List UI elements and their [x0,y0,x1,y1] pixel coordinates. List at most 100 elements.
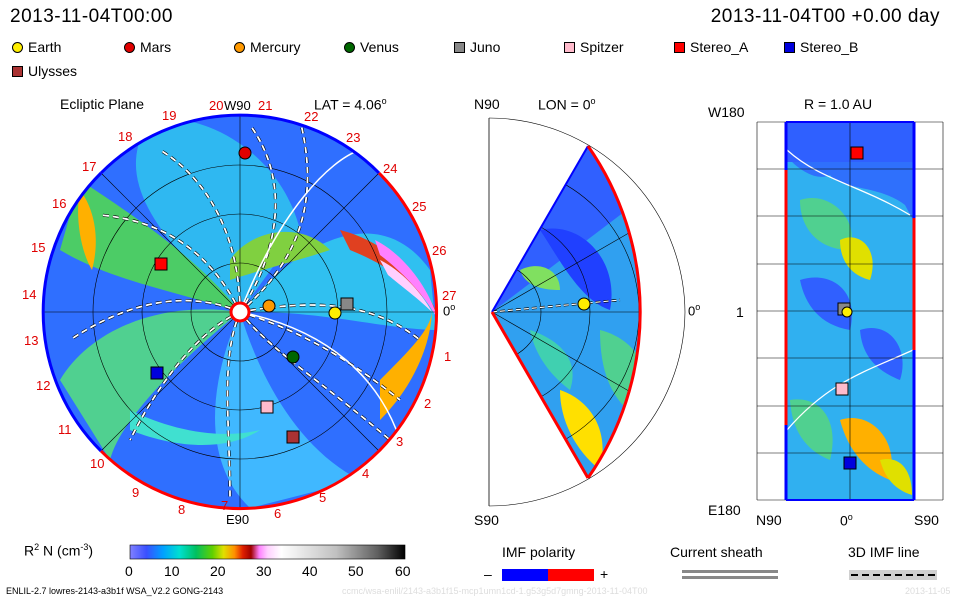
stereo-b-marker-icon [150,366,164,380]
carrington-tick: 27 [442,288,457,303]
legend-spitzer: Spitzer [564,39,624,55]
colorbar-tick: 20 [210,563,226,579]
colorbar-tick: 50 [348,563,364,579]
carrington-tick: 2 [424,396,432,411]
juno-marker-icon [454,41,465,53]
carrington-tick: 13 [24,333,39,348]
colorbar-tick: 10 [164,563,180,579]
legend-stereo-b: Stereo_B [784,39,858,55]
carrington-tick: 17 [82,159,97,174]
carrington-tick: 26 [432,243,447,258]
venus-marker-icon [344,41,355,53]
radial-bottom-s: S90 [914,512,939,528]
carrington-tick: 20 [209,98,224,113]
lat-label: LAT = 4.06o [314,96,387,113]
model-info: ENLIL-2.7 lowres-2143-a3b1f WSA_V2.2 GON… [6,586,224,596]
earth-marker-icon [328,306,342,320]
spitzer-marker-icon [260,400,274,414]
meridional-top-left: N90 [474,96,500,112]
mars-marker-icon [124,41,135,53]
run-id-watermark: ccmc/wsa-enlil/2143-a3b1f15-mcp1umn1cd-1… [342,586,648,596]
carrington-tick: 7 [221,498,229,513]
ecliptic-title: Ecliptic Plane [60,96,145,112]
stereo-b-radial-marker-icon [843,456,857,470]
legend-venus: Venus [344,39,399,55]
date-watermark: 2013-11-05 [905,586,951,596]
legend-juno: Juno [454,39,500,55]
imf-line-label: 3D IMF line [848,544,920,560]
carrington-tick: 11 [58,422,72,437]
imf-minus-label: – [484,566,492,582]
imf-positive-bar [548,569,594,581]
spitzer-marker-icon [564,41,575,53]
radial-map-panel [756,121,944,501]
carrington-tick: 10 [90,456,105,471]
ulysses-marker-icon [286,430,300,444]
carrington-tick: 6 [274,506,282,521]
ecliptic-top-label: W90 [224,98,251,113]
legend-ulysses: Ulysses [12,63,77,79]
carrington-tick: 22 [304,109,319,124]
legend-mercury: Mercury [234,39,301,55]
colorbar-tick: 40 [302,563,318,579]
carrington-tick: 15 [31,240,46,255]
colorbar-tick: 0 [125,563,133,579]
imf-polarity-title: IMF polarity [502,544,576,560]
carrington-tick: 3 [396,434,404,449]
carrington-tick: 16 [52,196,67,211]
stereo-a-radial-marker-icon [850,146,864,160]
meridional-right-label: 0o [688,302,701,319]
radial-bottom-left: E180 [708,502,741,518]
mars-marker-icon [238,146,252,160]
carrington-tick: 25 [412,199,427,214]
radial-bottom-n: N90 [756,512,782,528]
sun-icon [229,301,251,323]
imf-line-swatch-bg [849,570,937,580]
ecliptic-right-label: 0o [443,302,456,319]
carrington-tick: 1 [444,349,452,364]
stereo-b-marker-icon [784,41,795,53]
current-sheath-label: Current sheath [670,544,763,560]
earth-meridional-marker-icon [577,297,591,311]
carrington-tick: 8 [178,502,186,517]
carrington-tick: 24 [383,161,398,176]
carrington-tick: 9 [132,485,140,500]
legend-earth: Earth [12,39,61,55]
legend-stereo-a: Stereo_A [674,39,748,55]
right-timestamp: 2013-11-04T00 +0.00 day [710,6,940,27]
carrington-tick: 5 [319,490,327,505]
legend-mars: Mars [124,39,171,55]
carrington-tick: 23 [346,130,361,145]
current-sheath-swatch [682,570,778,573]
imf-plus-label: + [600,566,609,582]
carrington-tick: 21 [258,98,273,113]
radial-mid-left: 1 [736,304,744,320]
meridional-bottom-left: S90 [474,512,499,528]
lon-label: LON = 0o [538,96,596,113]
stereo-a-marker-icon [674,41,685,53]
ecliptic-bottom-label: E90 [226,512,250,527]
ecliptic-plane-panel [41,113,439,511]
mercury-marker-icon [234,41,245,53]
carrington-tick: 14 [22,287,37,302]
carrington-tick: 18 [118,129,133,144]
juno-marker-icon [340,297,354,311]
earth-marker-icon [12,41,23,53]
radius-label: R = 1.0 AU [804,96,873,112]
left-timestamp: 2013-11-04T00:00 [10,6,173,27]
carrington-tick: 12 [36,378,51,393]
ulysses-marker-icon [12,65,23,77]
colorbar-tick: 60 [395,563,411,579]
density-colorbar [129,544,406,560]
earth-radial-marker-icon [841,306,853,318]
imf-negative-bar [502,569,548,581]
carrington-tick: 4 [362,466,370,481]
carrington-tick: 19 [162,108,177,123]
mercury-marker-icon [262,299,276,313]
stereo-a-marker-icon [154,257,168,271]
spitzer-radial-marker-icon [835,382,849,396]
venus-marker-icon [286,350,300,364]
colorbar-label: R2 N (cm-3) [24,542,94,559]
radial-top-left: W180 [708,104,745,120]
